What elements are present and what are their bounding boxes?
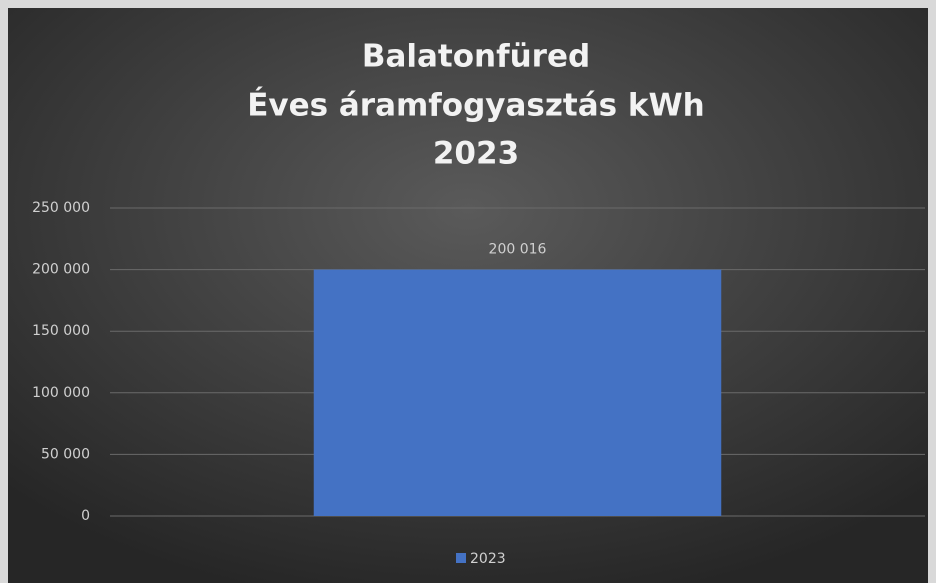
y-tick-label: 200 000	[32, 262, 90, 278]
y-tick-label: 50 000	[41, 446, 90, 462]
y-tick-label: 0	[81, 508, 90, 524]
y-tick-label: 250 000	[32, 200, 90, 216]
chart-title: Éves áramfogyasztás kWh	[247, 88, 705, 124]
chart-title: 2023	[433, 136, 519, 172]
data-label: 200 016	[489, 242, 547, 258]
legend-swatch	[456, 553, 466, 563]
y-tick-label: 150 000	[32, 323, 90, 339]
legend-label: 2023	[470, 551, 506, 567]
bar	[313, 269, 722, 516]
chart-title: Balatonfüred	[362, 39, 590, 75]
y-tick-label: 100 000	[32, 385, 90, 401]
